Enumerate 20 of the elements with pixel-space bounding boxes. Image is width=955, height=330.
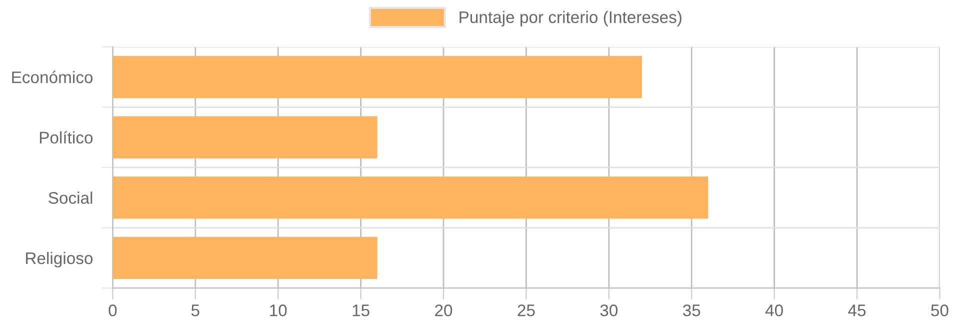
x-tick-label: 35 <box>682 304 700 316</box>
x-tick-label: 30 <box>600 304 618 316</box>
y-tick-label: Religioso <box>26 252 93 268</box>
x-tick-label: 10 <box>270 304 287 316</box>
y-tick-label: Social <box>48 192 92 204</box>
bar <box>112 116 378 158</box>
x-tick-label: 0 <box>108 304 117 316</box>
y-tick-label: Económico <box>12 70 93 84</box>
x-tick-label: 20 <box>435 304 452 316</box>
legend-label: Puntaje por criterio (Intereses) <box>460 10 682 26</box>
x-tick-label: 40 <box>765 304 783 316</box>
y-tick-label: Político <box>40 131 93 144</box>
x-tick-label: 5 <box>191 304 200 316</box>
x-tick-label: 50 <box>931 304 948 316</box>
x-tick-label: 45 <box>848 304 866 316</box>
bar <box>112 236 378 280</box>
bar <box>112 56 642 98</box>
bar <box>112 176 708 219</box>
x-tick-label: 15 <box>352 304 370 316</box>
x-tick-label: 25 <box>518 304 535 316</box>
